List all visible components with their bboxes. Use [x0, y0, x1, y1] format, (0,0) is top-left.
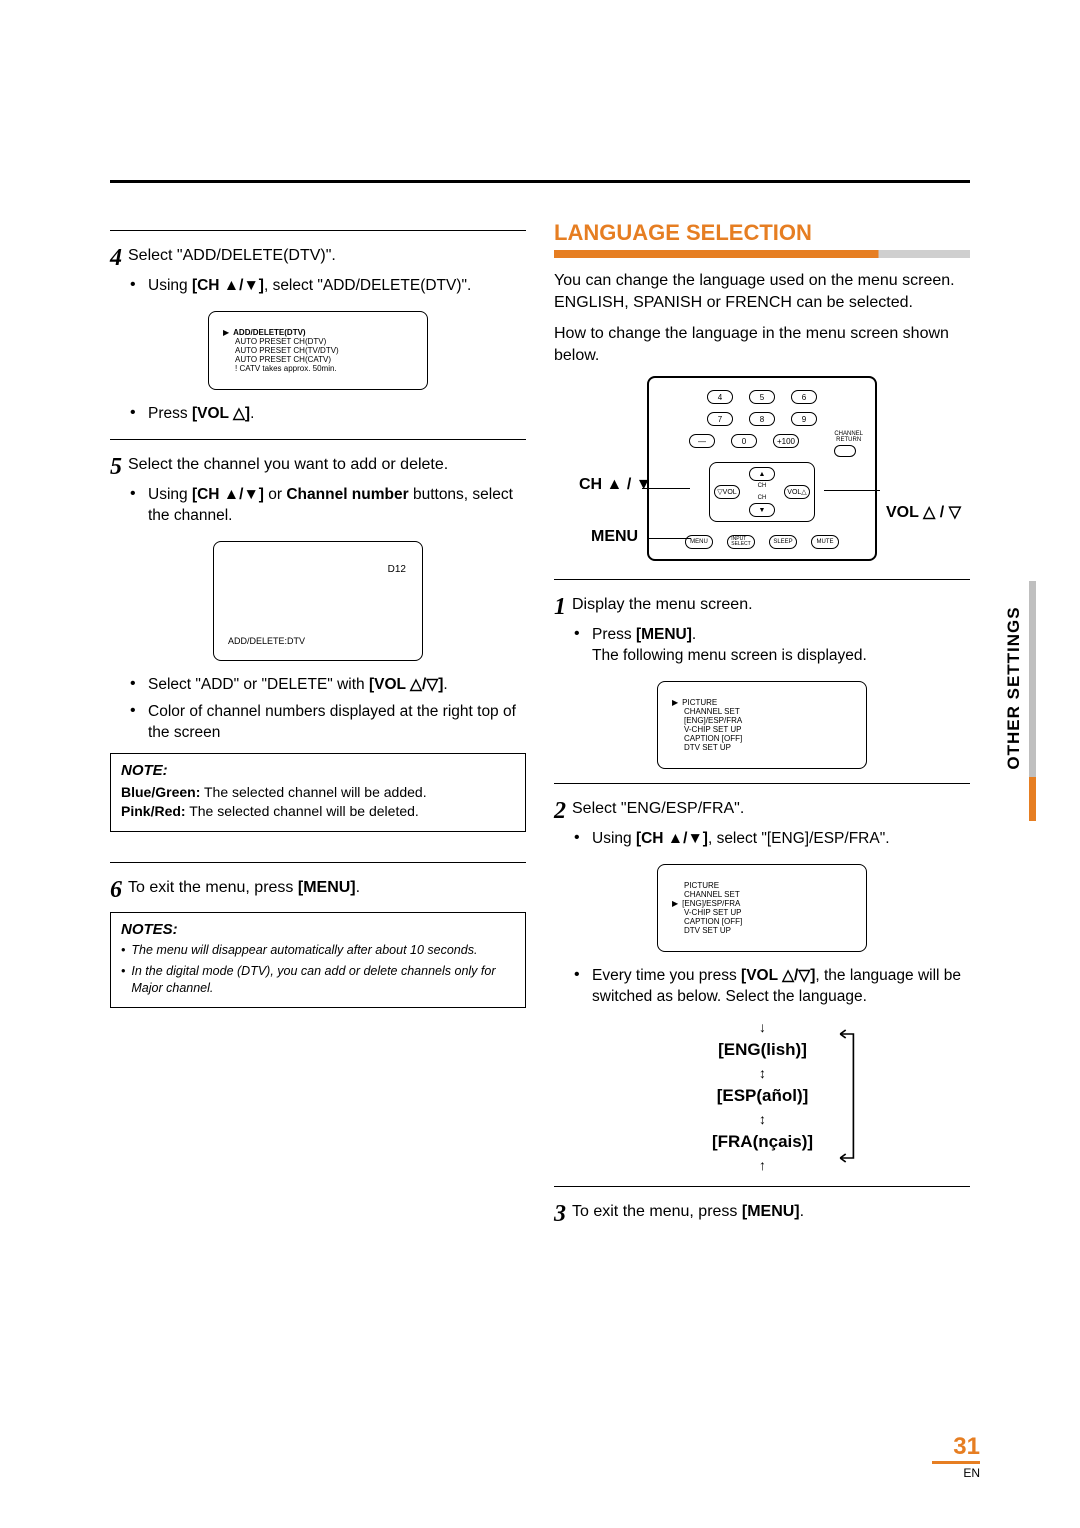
channel-box: D12 ADD/DELETE:DTV: [213, 541, 423, 661]
press-vol: Press [VOL △].: [148, 404, 254, 425]
content-columns: 4 Select "ADD/DELETE(DTV)". • Using [CH …: [110, 220, 970, 1240]
step-2: 2 Select "ENG/ESP/FRA". • Using [CH ▲/▼]…: [554, 798, 970, 1172]
section-heading: LANGUAGE SELECTION: [554, 220, 970, 246]
intro-2: How to change the language in the menu s…: [554, 323, 970, 366]
side-tab-bar: [1029, 581, 1036, 821]
remote-diagram: 4 5 6 7 8 9 — 0 +100 CHANNELRETURN: [647, 376, 877, 561]
heading-underline: [554, 250, 970, 258]
intro-1: You can change the language used on the …: [554, 270, 970, 313]
step-5: 5 Select the channel you want to add or …: [110, 454, 526, 832]
step-number: 4: [110, 246, 122, 270]
menu-box-1: ▶PICTURE CHANNEL SET [ENG]/ESP/FRA V-CHI…: [657, 681, 867, 769]
top-rule: [110, 180, 970, 183]
side-tab: OTHER SETTINGS: [1004, 606, 1024, 769]
dtv-menu-box: ▶ADD/DELETE(DTV) AUTO PRESET CH(DTV) AUT…: [208, 311, 428, 390]
notes-box: NOTES: •The menu will disappear automati…: [110, 912, 526, 1008]
language-cycle: ↓ [ENG(lish)] ↕ [ESP(añol)] ↕ [FRA(nçais…: [682, 1020, 842, 1172]
step-3: 3 To exit the menu, press [MENU].: [554, 1201, 970, 1226]
right-column: LANGUAGE SELECTION You can change the la…: [554, 220, 970, 1240]
step4-sub: Using [CH ▲/▼], select "ADD/DELETE(DTV)"…: [148, 276, 471, 297]
left-column: 4 Select "ADD/DELETE(DTV)". • Using [CH …: [110, 220, 526, 1240]
step-4: 4 Select "ADD/DELETE(DTV)". • Using [CH …: [110, 245, 526, 425]
menu-box-2: PICTURE CHANNEL SET ▶[ENG]/ESP/FRA V-CHI…: [657, 864, 867, 952]
page-footer: 31 EN: [932, 1433, 980, 1480]
step-text: Select "ADD/DELETE(DTV)".: [128, 245, 336, 267]
note-box: NOTE: Blue/Green: The selected channel w…: [110, 753, 526, 832]
step-1: 1 Display the menu screen. • Press [MENU…: [554, 594, 970, 769]
step-6: 6 To exit the menu, press [MENU]. NOTES:…: [110, 877, 526, 1008]
